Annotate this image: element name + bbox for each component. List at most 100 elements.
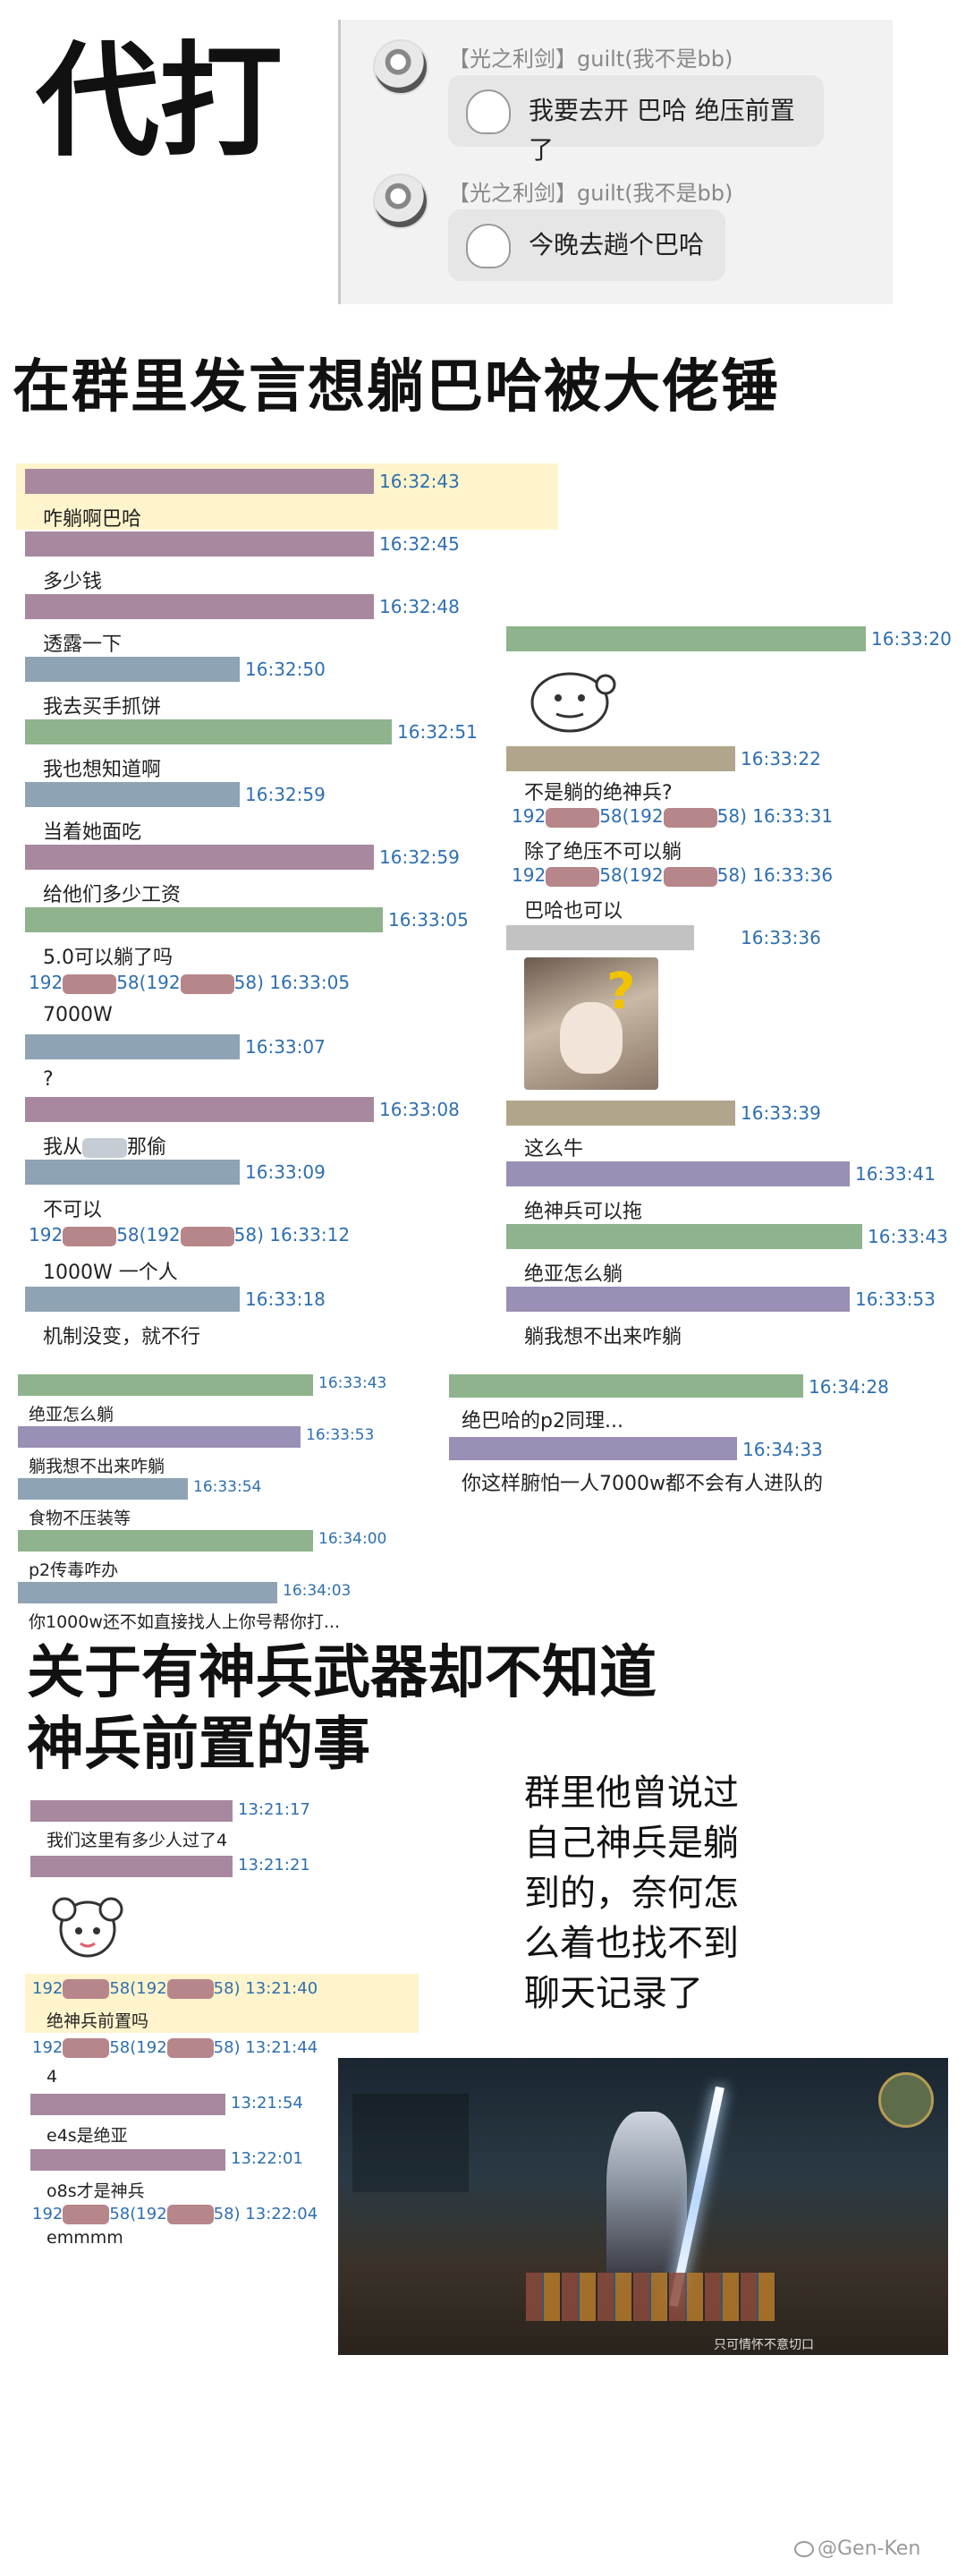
message-text: 我们这里有多少人过了4 bbox=[47, 1831, 228, 1850]
chibi-girl-sticker bbox=[52, 1897, 123, 1958]
bubble-chat-panel: 【光之利剑】guilt(我不是bb) 我要去开 巴哈 绝压前置了 【光之利剑】g… bbox=[338, 20, 893, 304]
sender-bar bbox=[25, 1287, 240, 1312]
timestamp: 16:34:00 bbox=[318, 1530, 387, 1548]
sender-bar bbox=[25, 531, 374, 557]
sender-id: 192 58(192 58) 16:33:05 bbox=[29, 972, 351, 994]
message-text: 我从 那偷 bbox=[43, 1136, 167, 1159]
timestamp: 16:34:28 bbox=[809, 1376, 889, 1398]
game-screenshot: 只可情怀不意切口 bbox=[338, 2058, 948, 2355]
message-text: 绝神兵可以拖 bbox=[524, 1201, 643, 1223]
headline-2-line-2: 神兵前置的事 bbox=[27, 1711, 370, 1778]
sender-bar bbox=[506, 1161, 850, 1186]
message-text: 躺我想不出来咋躺 bbox=[524, 1326, 682, 1348]
timestamp: 16:33:43 bbox=[868, 1226, 948, 1247]
sender-bar bbox=[25, 657, 240, 682]
timestamp: 16:33:08 bbox=[379, 1099, 460, 1120]
timestamp: 16:33:53 bbox=[306, 1426, 375, 1444]
hud-text: 只可情怀不意切口 bbox=[714, 2338, 814, 2352]
timestamp: 16:32:51 bbox=[397, 721, 478, 743]
timestamp: 16:34:33 bbox=[742, 1439, 823, 1460]
sender-bar bbox=[25, 907, 383, 932]
timestamp: 16:33:43 bbox=[318, 1374, 387, 1392]
message-bubble: 我要去开 巴哈 绝压前置了 bbox=[448, 75, 824, 165]
timestamp: 13:21:54 bbox=[231, 2094, 303, 2113]
sender-bar bbox=[449, 1437, 737, 1460]
message-text: 不是躺的绝神兵? bbox=[524, 782, 673, 804]
side-note-line: 到的，奈何怎 bbox=[524, 1873, 739, 1914]
message-text: o8s才是神兵 bbox=[47, 2181, 145, 2201]
headline-2-line-1: 关于有神兵武器却不知道 bbox=[27, 1639, 657, 1706]
weibo-icon bbox=[794, 2541, 814, 2557]
sender-bar bbox=[506, 746, 735, 771]
sender-id: 192 58(192 58) 16:33:36 bbox=[512, 864, 834, 887]
sticker-face bbox=[560, 1002, 623, 1074]
timestamp: 16:33:18 bbox=[245, 1288, 326, 1310]
sender-bar bbox=[18, 1478, 188, 1500]
message-text: 7000W bbox=[43, 1004, 113, 1026]
party-list bbox=[352, 2094, 469, 2192]
message-text: 4 bbox=[47, 2067, 58, 2087]
sender-id: 192 58(192 58) 13:21:44 bbox=[32, 2038, 318, 2058]
message-text: 我也想知道啊 bbox=[43, 759, 162, 781]
timestamp: 16:33:53 bbox=[855, 1288, 936, 1310]
chat-screenshot-right: 16:33:20 16:33:22 不是躺的绝神兵? 192 58(192 58) … bbox=[503, 626, 957, 1348]
timestamp: 16:33:36 bbox=[741, 927, 821, 948]
timestamp: 16:33:22 bbox=[741, 748, 821, 769]
avatar bbox=[373, 39, 428, 95]
sender-bar bbox=[25, 594, 374, 619]
sender-id: 192 58(192 58) 16:33:12 bbox=[29, 1224, 351, 1246]
message-text: 绝巴哈的p2同理... bbox=[462, 1410, 623, 1433]
timestamp: 16:32:50 bbox=[245, 659, 326, 680]
sender-bar bbox=[30, 1800, 233, 1822]
sender-bar bbox=[506, 925, 694, 950]
message-text: ? bbox=[43, 1068, 54, 1091]
timestamp: 16:33:09 bbox=[245, 1161, 326, 1183]
sender-id: 192 58(192 58) 13:21:40 bbox=[32, 1979, 318, 1999]
message-text: 除了绝压不可以躺 bbox=[524, 841, 682, 863]
message-text: 不可以 bbox=[43, 1199, 103, 1221]
sender-bar bbox=[506, 1101, 735, 1126]
sender-bar bbox=[25, 1097, 374, 1122]
sender-bar bbox=[25, 1034, 240, 1059]
sender-bar bbox=[25, 782, 240, 807]
sender-bar bbox=[25, 1160, 240, 1185]
sender-bar bbox=[18, 1426, 301, 1448]
message-text: 绝亚怎么躺 bbox=[524, 1263, 623, 1286]
message-text: 我去买手抓饼 bbox=[43, 696, 162, 718]
sender-id: 192 58(192 58) 13:22:04 bbox=[32, 2205, 318, 2224]
character-figure bbox=[606, 2112, 687, 2291]
doodle-face-sticker bbox=[530, 672, 616, 733]
sender-bar bbox=[25, 469, 374, 494]
message-text: 当着她面吃 bbox=[43, 821, 142, 844]
timestamp: 16:32:48 bbox=[379, 596, 460, 617]
message-text: 绝神兵前置吗 bbox=[47, 2011, 149, 2031]
message-text: 咋躺啊巴哈 bbox=[43, 508, 142, 531]
headline: 在群里发言想躺巴哈被大佬锤 bbox=[13, 353, 780, 421]
ghost-icon bbox=[466, 89, 511, 134]
question-girl-sticker: ? bbox=[524, 957, 658, 1090]
side-note: 群里他曾说过 自己神兵是躺 到的，奈何怎 么着也找不到 聊天记录了 bbox=[524, 1768, 900, 2019]
timestamp: 16:33:07 bbox=[245, 1036, 326, 1058]
chat-screenshot-mid-left: 16:33:43 绝亚怎么躺 16:33:53 躺我想不出来咋躺 16:33:5… bbox=[13, 1374, 411, 1643]
timestamp: 16:33:54 bbox=[193, 1478, 262, 1496]
sender-bar bbox=[30, 2094, 225, 2115]
message-text: 绝亚怎么躺 bbox=[29, 1405, 114, 1424]
message-text: e4s是绝亚 bbox=[47, 2126, 128, 2146]
sender-id: 192 58(192 58) 16:33:31 bbox=[512, 805, 834, 828]
sender-name: 【光之利剑】guilt(我不是bb) bbox=[448, 181, 733, 206]
timestamp: 13:21:21 bbox=[238, 1856, 310, 1875]
timestamp: 16:32:43 bbox=[379, 471, 460, 492]
sender-name: 【光之利剑】guilt(我不是bb) bbox=[448, 47, 733, 72]
timestamp: 16:33:05 bbox=[388, 909, 469, 931]
sender-bar bbox=[30, 1856, 233, 1877]
message-text: 你这样腑怕一人7000w都不会有人进队的 bbox=[462, 1473, 823, 1495]
ghost-icon bbox=[466, 224, 511, 268]
timestamp: 16:32:45 bbox=[379, 533, 460, 555]
sender-bar bbox=[25, 845, 374, 870]
sender-bar bbox=[18, 1530, 313, 1552]
message-text: 巴哈也可以 bbox=[524, 900, 623, 922]
message-text: 你1000w还不如直接找人上你号帮你打... bbox=[29, 1612, 341, 1632]
timestamp: 16:32:59 bbox=[245, 784, 326, 805]
message-text: 机制没变，就不行 bbox=[43, 1326, 201, 1348]
timestamp: 16:33:20 bbox=[871, 628, 952, 650]
